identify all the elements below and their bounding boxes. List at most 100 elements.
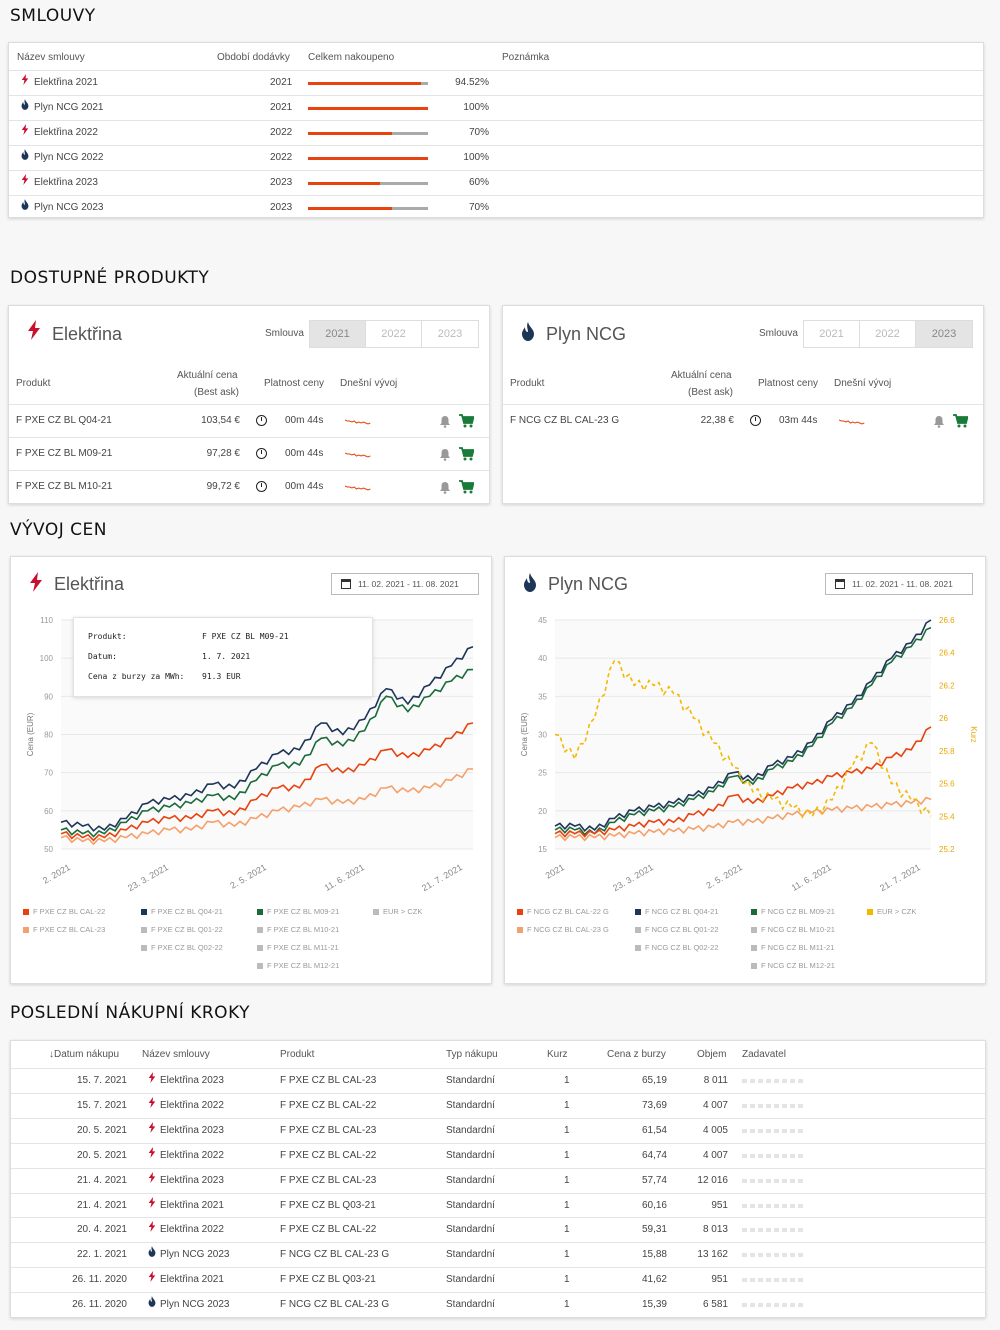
legend-label: F NCG CZ BL M11-21: [761, 943, 835, 952]
purchase-step-row[interactable]: 20. 5. 2021 Elektřina 2023 F PXE CZ BL C…: [11, 1117, 985, 1143]
cart-icon[interactable]: [459, 447, 475, 464]
legend-item[interactable]: F PXE CZ BL M12-21: [257, 961, 339, 970]
series-line[interactable]: [554, 619, 932, 832]
series-line[interactable]: [554, 796, 932, 842]
bell-icon[interactable]: [439, 448, 451, 464]
contract-row[interactable]: Elektřina 2022 2022 70%: [9, 120, 983, 145]
col-header-date[interactable]: ↓Datum nákupu: [49, 1049, 120, 1060]
bell-icon[interactable]: [933, 415, 945, 431]
year-option-2021[interactable]: 2021: [804, 321, 860, 347]
legend-item[interactable]: F PXE CZ BL M09-21: [257, 907, 339, 916]
series-line[interactable]: [60, 722, 474, 842]
legend-item[interactable]: F NCG CZ BL M09-21: [751, 907, 835, 916]
product-row[interactable]: F PXE CZ BL M10-21 99,72 € 00m 44s: [9, 470, 489, 503]
step-contract[interactable]: Elektřina 2022: [160, 1149, 224, 1161]
step-contract[interactable]: Elektřina 2021: [160, 1274, 224, 1286]
legend-item[interactable]: F NCG CZ BL CAL-23 G: [517, 925, 609, 934]
legend-item[interactable]: F NCG CZ BL M11-21: [751, 943, 834, 952]
series-line[interactable]: [554, 726, 932, 838]
contract-row[interactable]: Plyn NCG 2021 2021 100%: [9, 95, 983, 120]
col-header-contract[interactable]: Název smlouvy: [142, 1049, 210, 1060]
legend-item[interactable]: F NCG CZ BL M10-21: [751, 925, 835, 934]
step-contract[interactable]: Elektřina 2022: [160, 1099, 224, 1111]
bell-icon[interactable]: [439, 481, 451, 497]
purchase-step-row[interactable]: 15. 7. 2021 Elektřina 2022 F PXE CZ BL C…: [11, 1092, 985, 1118]
col-header-name[interactable]: Název smlouvy: [17, 52, 85, 63]
legend-item[interactable]: F PXE CZ BL M11-21: [257, 943, 339, 952]
cart-icon[interactable]: [459, 414, 475, 431]
legend-item[interactable]: F PXE CZ BL CAL-23: [23, 925, 105, 934]
series-line[interactable]: [554, 626, 932, 836]
contract-row[interactable]: Plyn NCG 2023 2023 70%: [9, 195, 983, 220]
chart-gas-plot[interactable]: 45 40 35 30 25 20 15 Cena (EUR) 2021 23. 3. 2021 2…: [515, 605, 977, 895]
contract-year-selector[interactable]: 2021 2022 2023: [803, 320, 973, 348]
product-row[interactable]: F PXE CZ BL Q04-21 103,54 € 00m 44s: [9, 404, 489, 437]
legend-item[interactable]: F NCG CZ BL CAL-22 G: [517, 907, 609, 916]
date-range-picker[interactable]: 11. 02. 2021 - 11. 08. 2021: [331, 573, 479, 595]
purchase-step-row[interactable]: 26. 11. 2020 Plyn NCG 2023 F NCG CZ BL C…: [11, 1292, 985, 1317]
legend-item[interactable]: F PXE CZ BL Q04-21: [141, 907, 223, 916]
legend-item[interactable]: F NCG CZ BL Q04-21: [635, 907, 719, 916]
legend-item[interactable]: F PXE CZ BL Q02-22: [141, 943, 223, 952]
series-line[interactable]: [60, 768, 474, 846]
cart-icon[interactable]: [459, 480, 475, 497]
step-contract[interactable]: Elektřina 2023: [160, 1174, 224, 1186]
legend-item[interactable]: F NCG CZ BL Q01-22: [635, 925, 719, 934]
date-range-picker[interactable]: 11. 02. 2021 - 11. 08. 2021: [825, 573, 973, 595]
col-header-note[interactable]: Poznámka: [502, 52, 550, 63]
legend-item[interactable]: F NCG CZ BL Q02-22: [635, 943, 719, 952]
legend-item[interactable]: F PXE CZ BL Q01-22: [141, 925, 223, 934]
col-header-total[interactable]: Celkem nakoupeno: [308, 52, 395, 63]
col-header-product[interactable]: Produkt: [280, 1049, 315, 1060]
contract-name[interactable]: Elektřina 2021: [34, 77, 98, 88]
col-header-price[interactable]: Cena z burzy: [607, 1049, 666, 1060]
year-option-2022[interactable]: 2022: [366, 321, 422, 347]
purchase-step-row[interactable]: 26. 11. 2020 Elektřina 2021 F PXE CZ BL …: [11, 1267, 985, 1292]
series-line[interactable]: [60, 645, 474, 832]
col-header-period[interactable]: Období dodávky: [217, 52, 290, 63]
contract-name[interactable]: Plyn NCG 2022: [34, 152, 104, 163]
step-contract[interactable]: Elektřina 2021: [160, 1199, 224, 1211]
step-contract[interactable]: Plyn NCG 2023: [160, 1249, 230, 1261]
contract-row[interactable]: Elektřina 2023 2023 60%: [9, 170, 983, 195]
bolt-icon: [148, 1144, 156, 1168]
step-date: 26. 11. 2020: [72, 1274, 127, 1286]
step-submitter-redacted: [742, 1253, 806, 1258]
contract-row[interactable]: Plyn NCG 2022 2022 100%: [9, 145, 983, 170]
col-header-rate[interactable]: Kurz: [547, 1049, 568, 1060]
contract-name[interactable]: Plyn NCG 2021: [34, 102, 104, 113]
step-contract[interactable]: Elektřina 2022: [160, 1224, 224, 1236]
col-header-volume[interactable]: Objem: [697, 1049, 727, 1060]
legend-item[interactable]: EUR > CZK: [867, 907, 916, 916]
product-row[interactable]: F PXE CZ BL M09-21 97,28 € 00m 44s: [9, 437, 489, 470]
step-contract[interactable]: Elektřina 2023: [160, 1075, 224, 1086]
legend-item[interactable]: EUR > CZK: [373, 907, 422, 916]
contract-name[interactable]: Plyn NCG 2023: [34, 202, 104, 213]
purchase-step-row[interactable]: 21. 4. 2021 Elektřina 2021 F PXE CZ BL Q…: [11, 1192, 985, 1218]
contract-name[interactable]: Elektřina 2022: [34, 127, 98, 138]
cart-icon[interactable]: [953, 414, 969, 431]
legend-item[interactable]: F NCG CZ BL M12-21: [751, 961, 835, 970]
col-header-submitter[interactable]: Zadavatel: [742, 1049, 786, 1060]
series-line[interactable]: [554, 659, 932, 819]
purchase-step-row[interactable]: 21. 4. 2021 Elektřina 2023 F PXE CZ BL C…: [11, 1167, 985, 1193]
legend-item[interactable]: F PXE CZ BL M10-21: [257, 925, 339, 934]
contract-year-selector[interactable]: 2021 2022 2023: [309, 320, 479, 348]
series-line[interactable]: [60, 668, 474, 838]
purchase-step-row[interactable]: 20. 5. 2021 Elektřina 2022 F PXE CZ BL C…: [11, 1142, 985, 1168]
bell-icon[interactable]: [439, 415, 451, 431]
purchase-step-row[interactable]: 15. 7. 2021 Elektřina 2023 F PXE CZ BL C…: [11, 1068, 985, 1093]
year-option-2022[interactable]: 2022: [860, 321, 916, 347]
contract-name[interactable]: Elektřina 2023: [34, 177, 98, 188]
year-option-2023[interactable]: 2023: [437, 328, 463, 340]
step-contract[interactable]: Elektřina 2023: [160, 1124, 224, 1136]
product-row[interactable]: F NCG CZ BL CAL-23 G 22,38 € 03m 44s: [503, 404, 983, 437]
col-header-type[interactable]: Typ nákupu: [446, 1049, 498, 1060]
contract-row[interactable]: Elektřina 2021 2021 94.52%: [9, 70, 983, 95]
purchase-step-row[interactable]: 20. 4. 2021 Elektřina 2022 F PXE CZ BL C…: [11, 1217, 985, 1242]
step-contract[interactable]: Plyn NCG 2023: [160, 1299, 230, 1311]
year-option-2021[interactable]: 2021: [310, 321, 366, 347]
legend-item[interactable]: F PXE CZ BL CAL-22: [23, 907, 105, 916]
purchase-step-row[interactable]: 22. 1. 2021 Plyn NCG 2023 F NCG CZ BL CA…: [11, 1242, 985, 1267]
year-option-2023[interactable]: 2023: [916, 321, 972, 347]
